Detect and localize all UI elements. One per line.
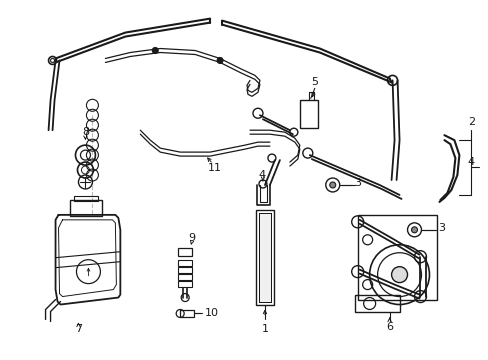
Bar	[259, 213, 270, 302]
Text: 2: 2	[467, 117, 474, 127]
Bar	[354, 294, 399, 312]
Text: 3: 3	[437, 223, 444, 233]
Text: 7: 7	[75, 324, 82, 334]
Bar	[70, 200, 102, 216]
Circle shape	[411, 227, 417, 233]
Circle shape	[391, 267, 407, 283]
Circle shape	[329, 182, 335, 188]
Bar	[178, 267, 192, 273]
Circle shape	[152, 48, 158, 54]
Text: 5: 5	[311, 77, 318, 87]
Bar	[259, 213, 270, 302]
Text: 10: 10	[204, 309, 219, 319]
Bar	[357, 215, 437, 300]
Circle shape	[217, 58, 223, 63]
Bar	[74, 196, 98, 201]
Bar	[180, 310, 194, 318]
Text: 4: 4	[467, 157, 474, 167]
Text: 9: 9	[188, 233, 195, 243]
Bar	[255, 210, 273, 305]
Text: 3: 3	[353, 178, 361, 188]
Bar	[299, 100, 317, 128]
Text: 4: 4	[258, 170, 265, 180]
Text: 11: 11	[208, 163, 222, 173]
Bar	[178, 280, 192, 287]
Bar	[178, 274, 192, 280]
Bar	[178, 248, 192, 256]
Bar	[178, 260, 192, 266]
Text: 1: 1	[261, 324, 268, 334]
Text: 8: 8	[81, 127, 89, 137]
Text: 6: 6	[386, 323, 392, 332]
